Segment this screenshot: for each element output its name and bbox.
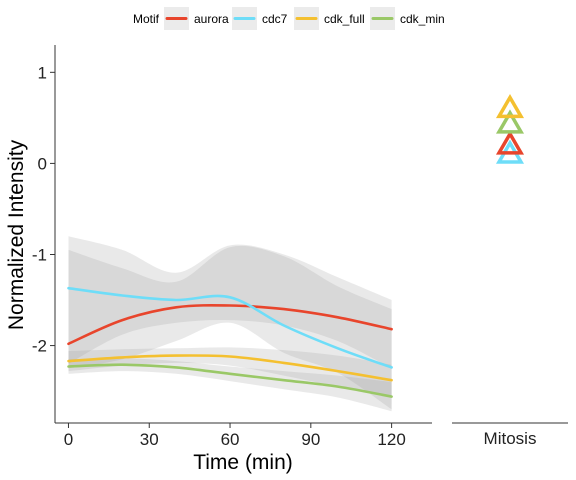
legend: Motif aurora cdc7 cdk_full cdk_min — [133, 7, 445, 30]
legend-label-cdk_min: cdk_min — [400, 12, 445, 26]
series-line-cdc7 — [67, 286, 393, 369]
x-axis-title: Time (min) — [193, 451, 293, 474]
x-tick-label: 120 — [377, 430, 405, 449]
mitosis-marker-cdk_full — [495, 93, 525, 119]
x-tick-label: 0 — [64, 430, 73, 449]
mitosis-marker-aurora — [495, 130, 525, 155]
facet-panel: Mitosis — [452, 93, 568, 448]
series-line-aurora — [67, 304, 393, 346]
confidence-band-aurora — [68, 236, 392, 369]
y-tick-label: -1 — [32, 245, 47, 264]
confidence-band-cdk_full — [68, 347, 392, 396]
x-tick-label: 60 — [221, 430, 240, 449]
facet-label: Mitosis — [484, 429, 537, 448]
y-axis-title: Normalized Intensity — [5, 139, 28, 330]
x-tick-label: 30 — [140, 430, 159, 449]
plot-panel: 0 30 60 90 120 1 0 -1 -2 — [32, 45, 432, 449]
y-tick-label: 1 — [38, 63, 47, 82]
legend-title: Motif — [133, 12, 160, 26]
legend-label-aurora: aurora — [194, 12, 229, 26]
mitosis-marker-cdk_min — [495, 109, 525, 134]
legend-label-cdc7: cdc7 — [262, 12, 288, 26]
confidence-band-cdc7 — [68, 245, 392, 410]
confidence-band-cdk_min — [68, 358, 392, 412]
series-line-cdk_full — [67, 354, 393, 382]
y-tick-label: -2 — [32, 337, 47, 356]
legend-label-cdk_full: cdk_full — [324, 12, 365, 26]
x-tick-label: 90 — [301, 430, 320, 449]
series-line-cdk_min — [67, 363, 393, 398]
y-tick-label: 0 — [38, 154, 47, 173]
